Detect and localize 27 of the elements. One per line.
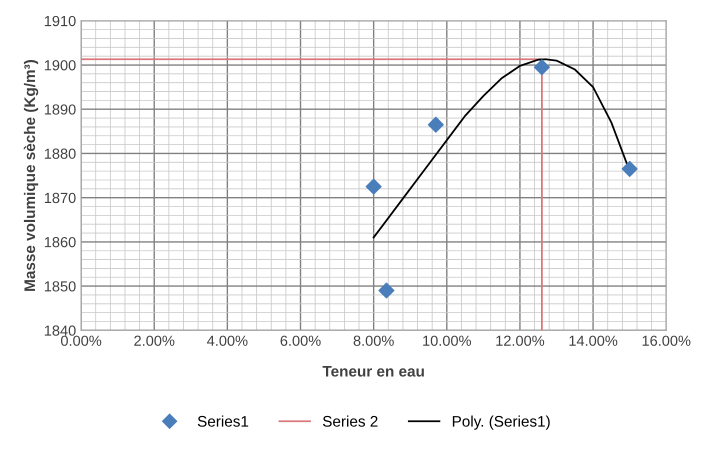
- point: [428, 116, 444, 133]
- x-tick-label: 8.00%: [354, 336, 394, 346]
- legend-label: Series1: [198, 416, 248, 427]
- point: [622, 160, 638, 177]
- legend-label: Series 2: [322, 416, 378, 427]
- x-tick-label: 2.00%: [134, 336, 174, 346]
- point: [366, 178, 382, 195]
- point: [534, 59, 550, 76]
- point: [378, 282, 394, 299]
- y-tick-label: 1850: [44, 281, 76, 292]
- y-tick-label: 1880: [44, 148, 76, 159]
- y-axis-title: Masse volumique sèche (Kg/m³): [24, 60, 38, 291]
- x-axis-title: Teneur en eau: [322, 366, 424, 377]
- y-tick-label: 1840: [44, 325, 76, 336]
- x-tick-label: 12.00%: [496, 336, 544, 346]
- x-tick-label: 10.00%: [423, 336, 472, 346]
- y-tick-label: 1910: [44, 16, 76, 26]
- y-tick-label: 1900: [44, 60, 76, 70]
- x-tick-label: 6.00%: [280, 336, 321, 346]
- y-tick-label: 1890: [44, 104, 76, 115]
- x-tick-label: 4.00%: [207, 336, 248, 346]
- x-tick-label: 16.00%: [642, 336, 690, 346]
- legend-label: Poly. (Series1): [452, 416, 550, 430]
- y-tick-label: 1860: [44, 236, 76, 248]
- y-tick-label: 1870: [44, 192, 76, 204]
- x-tick-label: 14.00%: [569, 336, 618, 346]
- x-tick-label: 0.00%: [60, 336, 102, 346]
